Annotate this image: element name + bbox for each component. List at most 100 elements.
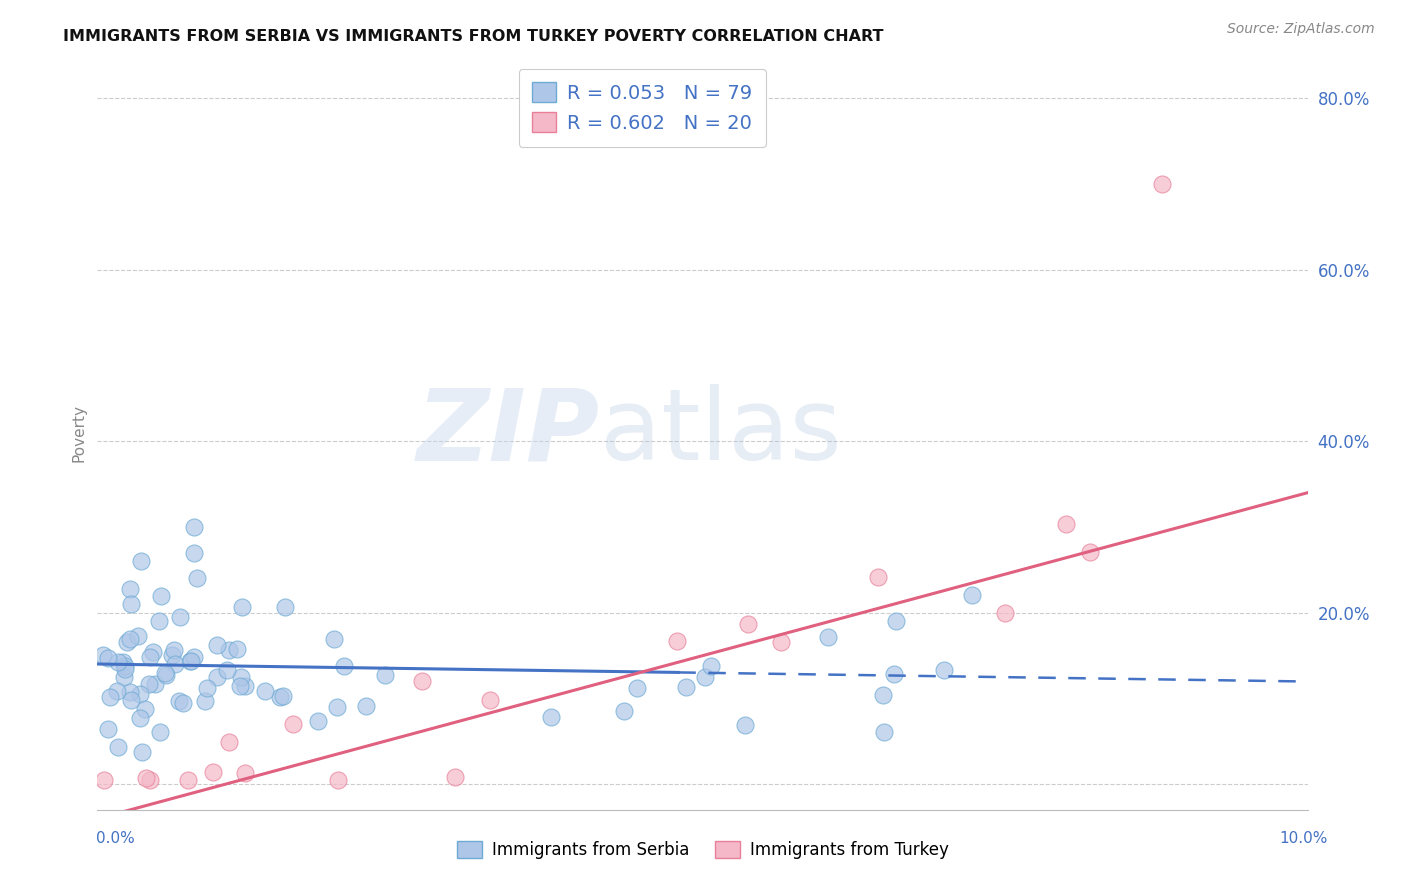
Point [160,648,183,662]
Point [129,554,152,568]
Point [271,689,294,703]
Text: ZIP: ZIP [416,384,599,481]
Point [734,718,756,732]
Point [333,658,356,673]
Point [626,681,648,695]
Point [183,649,205,664]
Point [180,655,202,669]
Point [169,609,191,624]
Point [479,693,502,707]
Point [183,546,205,560]
Point [932,663,955,677]
Point [274,600,297,615]
Point [872,688,894,702]
Point [411,673,433,688]
Point [817,630,839,644]
Point [693,670,716,684]
Point [215,663,238,677]
Point [139,773,162,788]
Point [666,633,689,648]
Point [1054,517,1077,532]
Point [700,658,723,673]
Point [205,638,228,652]
Point [127,629,149,643]
Point [107,740,129,755]
Point [112,655,135,669]
Point [120,684,142,698]
Point [105,683,128,698]
Point [118,582,141,597]
Point [91,648,114,663]
Point [886,614,908,628]
Point [269,690,291,704]
Point [120,693,142,707]
Point [135,771,157,785]
Point [114,661,136,675]
Point [162,642,184,657]
Y-axis label: Poverty: Poverty [72,403,86,462]
Point [960,589,983,603]
Point [167,694,190,708]
Point [235,766,257,780]
Point [97,722,120,736]
Point [769,635,792,649]
Point [374,668,396,682]
Point [138,677,160,691]
Point [150,589,173,603]
Point [323,632,346,647]
Point [153,665,176,680]
Point [231,671,253,685]
Point [143,676,166,690]
Point [540,710,562,724]
Point [218,735,240,749]
Point [138,650,160,665]
Point [281,717,304,731]
Point [195,681,218,696]
Point [675,680,697,694]
Point [172,696,194,710]
Point [1152,177,1174,191]
Point [107,656,129,670]
Point [120,632,142,647]
Point [233,679,256,693]
Point [354,698,377,713]
Point [228,679,250,693]
Point [207,670,229,684]
Point [307,714,329,728]
Point [120,597,142,611]
Point [131,745,153,759]
Point [114,658,136,673]
Legend: Immigrants from Serbia, Immigrants from Turkey: Immigrants from Serbia, Immigrants from … [451,834,955,866]
Point [254,683,277,698]
Point [1078,544,1101,558]
Point [179,654,201,668]
Text: 10.0%: 10.0% [1279,831,1327,846]
Point [186,572,208,586]
Point [165,657,187,672]
Point [883,666,905,681]
Text: atlas: atlas [599,384,841,481]
Point [994,606,1017,620]
Text: Source: ZipAtlas.com: Source: ZipAtlas.com [1227,22,1375,37]
Point [93,773,115,788]
Text: IMMIGRANTS FROM SERBIA VS IMMIGRANTS FROM TURKEY POVERTY CORRELATION CHART: IMMIGRANTS FROM SERBIA VS IMMIGRANTS FRO… [63,29,884,44]
Point [737,617,759,632]
Point [148,614,170,628]
Point [149,724,172,739]
Point [326,700,349,714]
Point [177,773,200,788]
Point [873,725,896,739]
Point [444,770,467,784]
Point [98,690,121,704]
Point [226,641,249,656]
Point [129,687,152,701]
Text: 0.0%: 0.0% [96,831,135,846]
Point [218,642,240,657]
Point [155,668,177,682]
Legend: R = 0.053   N = 79, R = 0.602   N = 20: R = 0.053 N = 79, R = 0.602 N = 20 [519,69,766,146]
Point [183,520,205,534]
Point [201,765,224,780]
Point [231,600,253,615]
Point [866,570,889,584]
Point [194,694,217,708]
